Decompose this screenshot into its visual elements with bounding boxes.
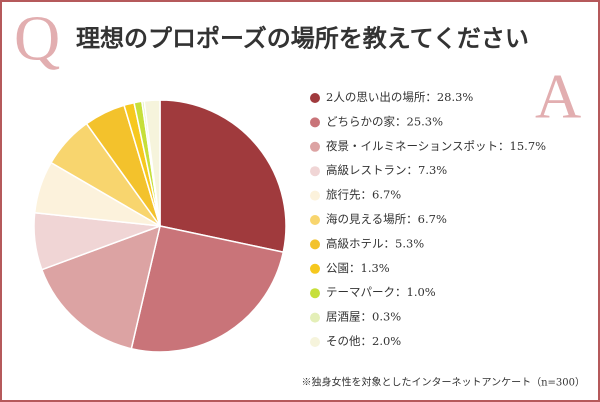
legend-label: 海の見える場所：6.7%	[326, 212, 447, 226]
legend-name: どちらかの家	[326, 114, 395, 128]
footnote: ※独身女性を対象としたインターネットアンケート（n=300）	[301, 376, 585, 389]
pie-slice	[143, 99, 161, 227]
legend-value: 6.7%	[418, 212, 447, 226]
legend-separator: ：	[361, 188, 373, 202]
legend-marker	[310, 190, 320, 201]
legend-separator: ：	[361, 310, 373, 324]
legend-name: 居酒屋	[326, 310, 361, 324]
legend-name: その他	[326, 334, 361, 348]
legend-marker	[310, 215, 320, 225]
legend-marker	[310, 239, 320, 250]
legend-name: 夜景・イルミネーションスポット	[326, 139, 498, 153]
pie-slice	[159, 99, 287, 254]
legend-name: 海の見える場所	[326, 212, 407, 226]
legend-name: 旅行先	[326, 188, 361, 202]
legend-marker	[310, 117, 320, 128]
legend-separator: ：	[384, 236, 396, 250]
legend-name: 公園	[326, 261, 349, 275]
legend-value: 28.3%	[437, 90, 474, 104]
legend-label: テーマパーク：1.0%	[326, 285, 436, 299]
legend-label: 旅行先：6.7%	[326, 188, 401, 202]
legend-marker	[310, 141, 320, 152]
legend-marker	[310, 166, 320, 177]
legend-value: 0.3%	[372, 310, 401, 324]
legend-value: 6.7%	[372, 188, 401, 202]
legend-separator: ：	[406, 212, 418, 226]
legend-label: 夜景・イルミネーションスポット：15.7%	[326, 139, 546, 153]
chart-title: 理想のプロポーズの場所を教えてください	[76, 24, 529, 53]
pie-slice	[130, 225, 285, 353]
legend-value: 2.0%	[372, 334, 401, 348]
legend-label: 高級レストラン：7.3%	[326, 163, 447, 177]
legend-separator: ：	[407, 163, 419, 177]
legend-value: 1.0%	[407, 285, 436, 299]
legend-label: 高級ホテル：5.3%	[326, 236, 424, 250]
legend-label: 居酒屋：0.3%	[326, 310, 401, 324]
legend-value: 15.7%	[510, 139, 547, 153]
legend-value: 7.3%	[418, 163, 447, 177]
a-letter: A	[535, 61, 581, 132]
legend-marker	[310, 263, 320, 274]
legend-separator: ：	[395, 114, 407, 128]
legend-value: 5.3%	[395, 236, 424, 250]
legend-separator: ：	[395, 285, 407, 299]
legend-name: 高級ホテル	[326, 236, 384, 250]
q-letter: Q	[14, 3, 60, 74]
legend-label: どちらかの家：25.3%	[326, 114, 443, 128]
legend-marker	[310, 312, 320, 323]
legend-value: 25.3%	[407, 114, 444, 128]
legend-separator: ：	[498, 139, 510, 153]
legend-marker	[310, 93, 320, 103]
legend-separator: ：	[361, 334, 373, 348]
legend-label: 公園：1.3%	[326, 261, 390, 275]
legend-name: テーマパーク	[326, 285, 395, 299]
legend-name: 2人の思い出の場所	[326, 90, 426, 104]
legend-marker	[310, 288, 320, 299]
legend-label: その他：2.0%	[326, 334, 401, 348]
legend-separator: ：	[349, 261, 361, 275]
legend-separator: ：	[425, 90, 437, 104]
legend-label: 2人の思い出の場所：28.3%	[326, 90, 473, 104]
legend-name: 高級レストラン	[326, 163, 407, 177]
pie-slice	[40, 224, 162, 350]
legend-marker	[310, 337, 320, 347]
legend-value: 1.3%	[361, 261, 390, 275]
